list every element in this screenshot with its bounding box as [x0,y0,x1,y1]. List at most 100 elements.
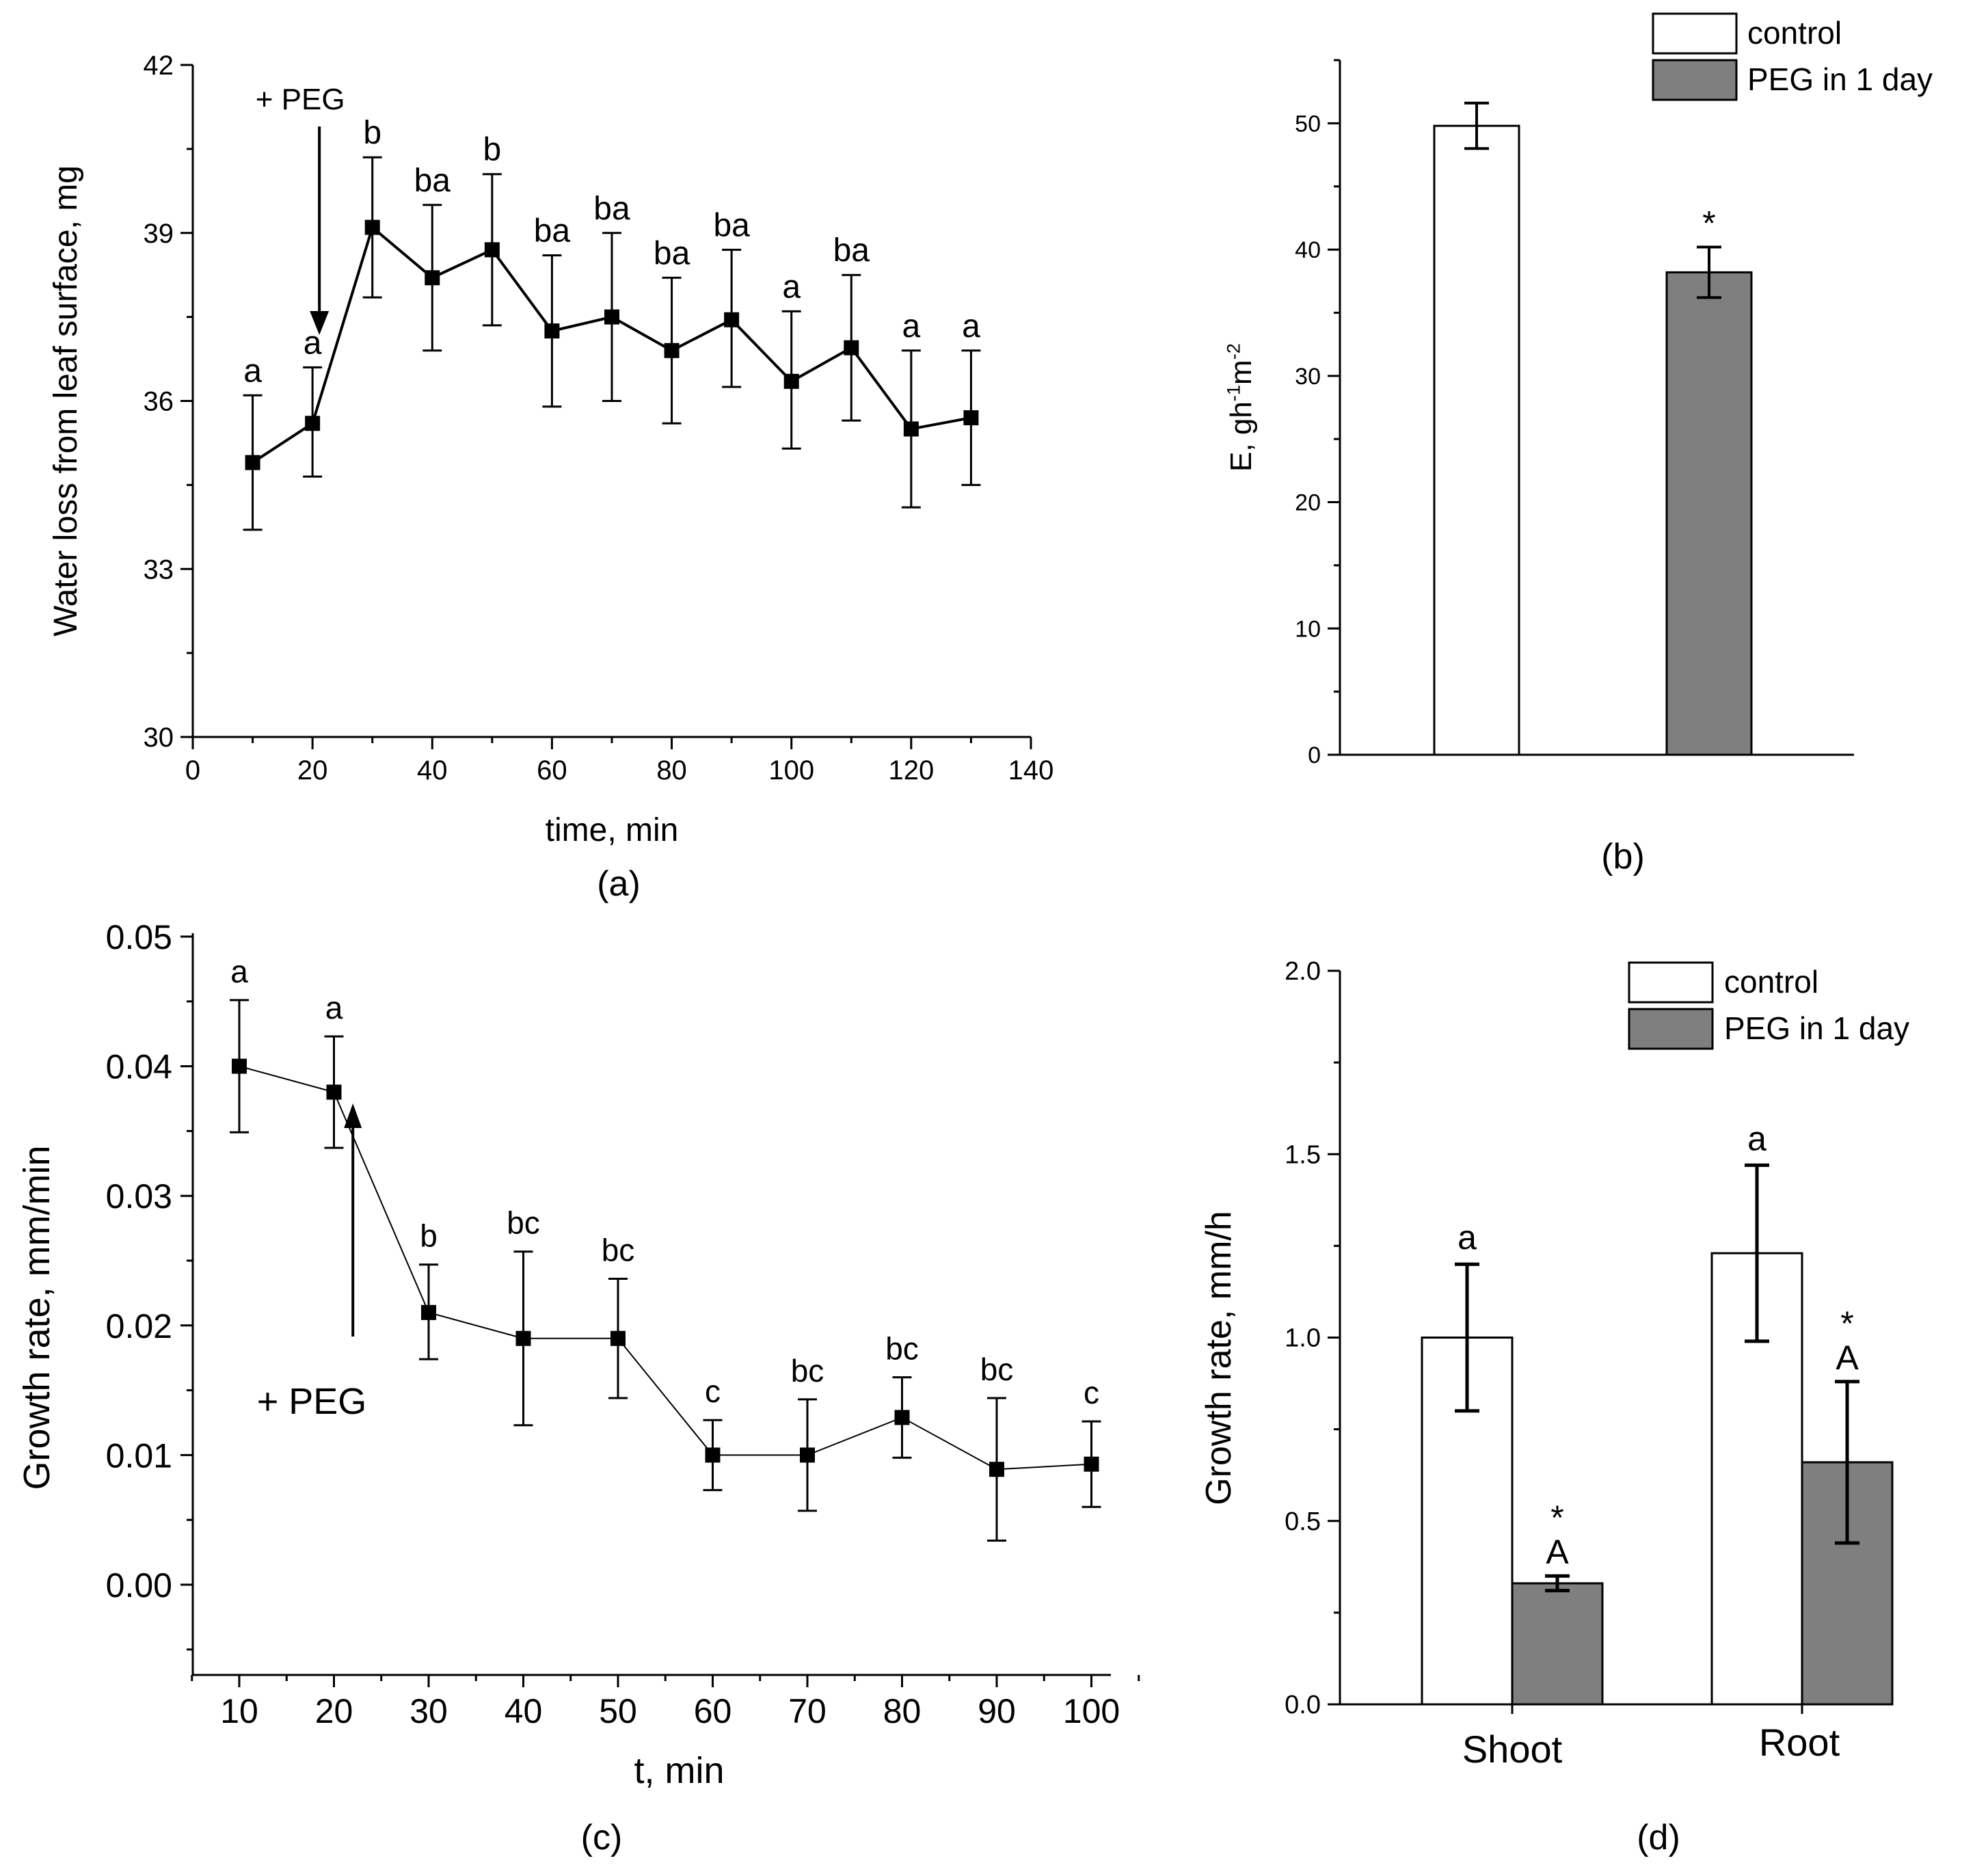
a-significance-letter: ba [593,191,630,227]
c-data-point [232,1058,247,1074]
a-data-point [544,323,560,339]
d-significance-mark: * A [1546,1499,1569,1571]
d-significance-mark: * A [1836,1304,1859,1377]
a-significance-letter: ba [833,232,870,269]
b-y-tick-label: 20 [1295,490,1321,516]
b-panel-label: (b) [1601,837,1645,876]
c-x-axis-label: t, min [634,1750,724,1791]
c-significance-letter: a [230,954,248,989]
a-significance-letter: ba [534,213,571,250]
a-significance-letter: b [483,132,502,168]
a-significance-letter: b [363,115,381,151]
c-peg-annotation: + PEG [257,1381,367,1422]
c-x-tick-label: 80 [883,1692,922,1730]
a-data-point [783,373,799,389]
c-data-point [610,1330,626,1346]
c-y-tick-label: 0.05 [106,918,172,956]
b-legend-label: control [1747,15,1842,51]
a-x-tick-label: 0 [185,755,200,786]
a-data-point [903,421,919,437]
d-legend-label: PEG in 1 day [1724,1010,1909,1046]
a-data-point [724,312,740,327]
b-legend-swatch [1652,59,1738,101]
c-x-tick-label: 70 [788,1692,827,1730]
c-significance-letter: bc [507,1205,540,1241]
d-significance-letter: a [1747,1119,1767,1157]
c-data-point [705,1447,721,1463]
d-y-tick-label: 2.0 [1285,957,1321,986]
d-legend-label: control [1724,964,1818,999]
a-y-tick-label: 42 [144,51,174,81]
c-significance-letter: bc [980,1352,1014,1387]
a-peg-arrow-head [310,311,330,335]
a-y-tick-label: 36 [144,387,174,417]
a-y-tick-label: 39 [144,219,174,249]
a-x-tick-label: 80 [656,755,687,786]
c-data-point [421,1304,436,1320]
a-x-tick-label: 140 [1008,755,1054,786]
c-x-tick-label: 30 [409,1692,448,1730]
a-x-tick-label: 40 [417,755,448,786]
c-data-point [894,1410,910,1425]
a-significance-letter: a [902,308,921,345]
a-y-tick-label: 33 [144,554,174,585]
c-peg-arrow-head [344,1103,362,1128]
a-data-point [844,340,859,355]
c-y-tick-label: 0.04 [106,1048,172,1086]
a-y-tick-label: 30 [144,723,174,753]
a-data-point [963,410,979,426]
d-bar-root-peg [1801,1461,1894,1706]
c-data-point [326,1084,342,1100]
c-x-tick-label: 60 [694,1692,732,1730]
a-data-point [364,219,380,235]
a-x-tick-label: 120 [888,755,934,786]
c-y-tick-label: 0.02 [106,1307,172,1345]
c-data-point [515,1330,531,1346]
c-x-tick-label: 50 [599,1692,637,1730]
c-data-point [800,1447,815,1463]
a-significance-letter: ba [713,207,750,243]
d-y-tick-label: 1.5 [1285,1140,1321,1169]
a-data-point [305,416,321,431]
a-panel-label: (a) [597,864,641,904]
c-x-tick-label: 20 [315,1692,353,1730]
a-x-tick-label: 20 [297,755,328,786]
c-x-tick-label: 90 [978,1692,1016,1730]
d-y-tick-label: 0.0 [1285,1691,1321,1719]
d-category-label-shoot: Shoot [1462,1728,1563,1771]
d-significance-letter: a [1458,1218,1477,1257]
b-y-tick-label: 40 [1295,237,1321,263]
c-significance-letter: bc [791,1353,824,1388]
c-significance-letter: bc [602,1233,635,1268]
c-significance-letter: c [705,1373,721,1409]
c-panel-label: (c) [581,1818,623,1857]
c-series-line [239,1065,1092,1471]
b-legend-label: PEG in 1 day [1747,62,1933,97]
a-data-point [484,242,500,258]
d-y-tick-label: 0.5 [1285,1507,1321,1536]
c-significance-letter: bc [885,1331,919,1367]
b-significance-mark: * [1702,204,1715,242]
c-significance-letter: a [325,990,343,1025]
b-bar-control [1433,124,1520,756]
c-y-tick-label: 0.03 [106,1177,172,1216]
b-y-axis-label: E, gh-1​m-2​ [1222,343,1258,472]
a-data-point [604,309,619,325]
c-data-point [1084,1456,1099,1472]
d-panel-label: (d) [1637,1818,1680,1857]
c-data-point [989,1462,1004,1477]
a-significance-letter: a [243,353,262,389]
a-data-point [664,343,680,358]
c-significance-letter: b [420,1218,438,1254]
d-y-tick-label: 1.0 [1285,1324,1321,1353]
b-bar-peg [1665,271,1753,756]
a-significance-letter: ba [414,163,451,199]
a-y-axis-label: Water loss from leaf surface, mg [48,165,84,636]
b-y-tick-label: 0 [1308,742,1321,768]
c-x-tick-label: 10 [220,1692,258,1730]
a-significance-letter: ba [654,235,690,271]
a-x-tick-label: 100 [768,755,814,786]
b-y-tick-label: 10 [1295,616,1321,642]
b-y-tick-label: 30 [1295,364,1321,390]
